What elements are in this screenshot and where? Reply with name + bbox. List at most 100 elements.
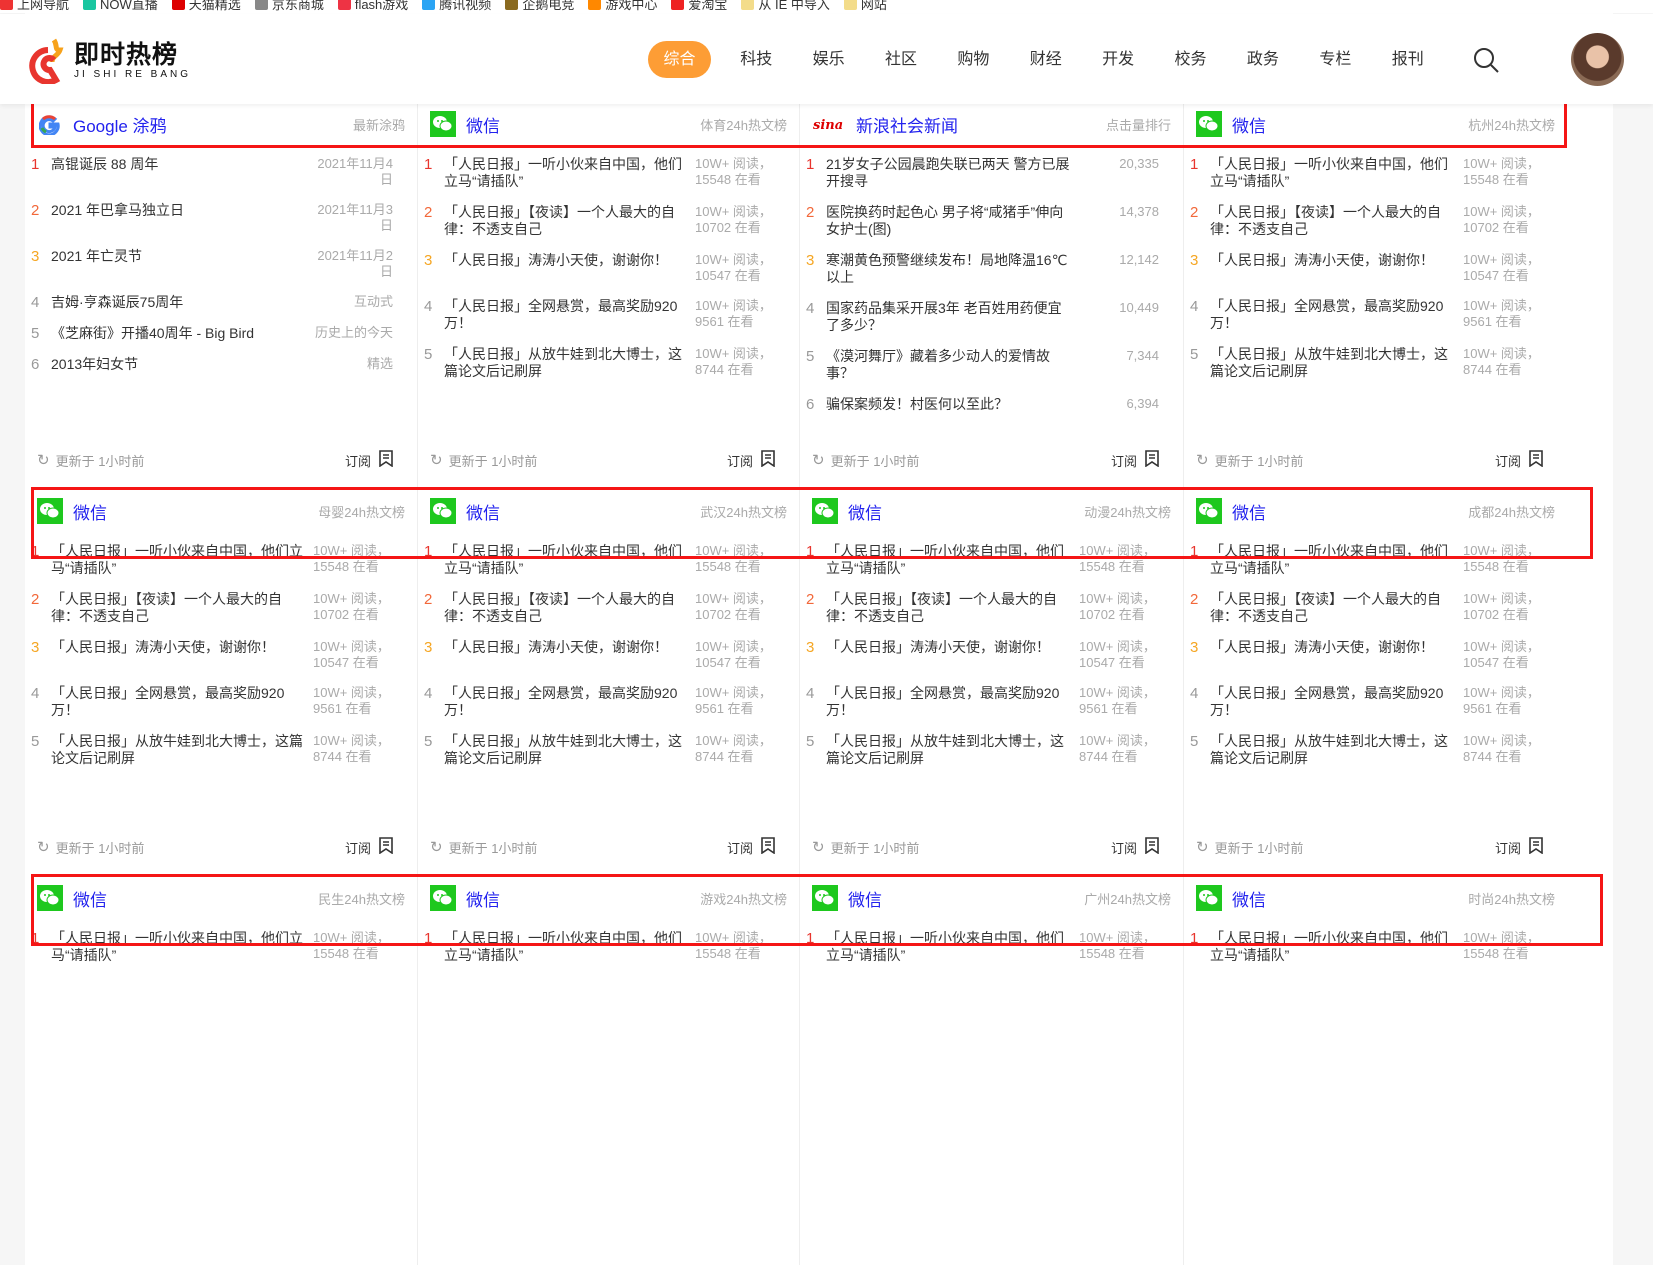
list-item[interactable]: 3 「人民日报」涛涛小天使，谢谢你！ 10W+ 阅读，10547 在看 bbox=[418, 252, 775, 284]
nav-item[interactable]: 专栏 bbox=[1319, 51, 1352, 68]
list-item[interactable]: 4 「人民日报」全网悬赏，最高奖励920万！ 10W+ 阅读，9561 在看 bbox=[1184, 298, 1543, 332]
bookmark-item[interactable]: 天猫精选 bbox=[171, 0, 241, 13]
item-title[interactable]: 国家药品集采开展3年 老百姓用药便宜了多少？ bbox=[826, 300, 1062, 333]
nav-item[interactable]: 政务 bbox=[1246, 51, 1279, 68]
list-item[interactable]: 2 医院换药时起色心 男子将“咸猪手”伸向女护士(图) 14,378 bbox=[800, 204, 1159, 238]
card-title[interactable]: Google 涂鸦 bbox=[73, 116, 167, 136]
card-header[interactable]: Google 涂鸦 最新涂鸦 bbox=[37, 104, 405, 144]
nav-item[interactable]: 社区 bbox=[884, 51, 917, 68]
list-item[interactable]: 1 「人民日报」一听小伙来自中国，他们立马“请插队” 10W+ 阅读，15548 在… bbox=[418, 156, 775, 190]
nav-item[interactable]: 科技 bbox=[740, 51, 773, 68]
item-title[interactable]: 「人民日报」全网悬赏，最高奖励920万！ bbox=[1210, 685, 1444, 718]
bookmark-icon[interactable] bbox=[761, 450, 775, 470]
item-title[interactable]: 吉姆·亨森诞辰75周年 bbox=[51, 294, 184, 310]
list-item[interactable]: 5 「人民日报」从放牛娃到北大博士，这篇论文后记刷屏 10W+ 阅读，8744 在看 bbox=[418, 733, 775, 767]
list-item[interactable]: 5 「人民日报」从放牛娃到北大博士，这篇论文后记刷屏 10W+ 阅读，8744 在看 bbox=[25, 733, 393, 767]
card-title[interactable]: 微信 bbox=[466, 503, 500, 523]
item-title[interactable]: 「人民日报」一听小伙来自中国，他们立马“请插队” bbox=[826, 930, 1064, 963]
list-item[interactable]: 1 「人民日报」一听小伙来自中国，他们立马“请插队” 10W+ 阅读，15548 在… bbox=[1184, 543, 1543, 577]
item-title[interactable]: 「人民日报」【夜读】一个人最大的自律：不透支自己 bbox=[1210, 204, 1441, 237]
item-title[interactable]: 2013年妇女节 bbox=[51, 356, 139, 372]
list-item[interactable]: 4 国家药品集采开展3年 老百姓用药便宜了多少？ 10,449 bbox=[800, 300, 1159, 334]
list-item[interactable]: 1 「人民日报」一听小伙来自中国，他们立马“请插队” 10W+ 阅读，15548 在… bbox=[800, 543, 1159, 577]
item-title[interactable]: 「人民日报」全网悬赏，最高奖励920万！ bbox=[444, 685, 678, 718]
item-title[interactable]: 21岁女子公园晨跑失联已两天 警方已展开搜寻 bbox=[826, 156, 1070, 189]
item-title[interactable]: 「人民日报」【夜读】一个人最大的自律：不透支自己 bbox=[826, 591, 1057, 624]
subscribe-button[interactable]: 订阅 bbox=[1110, 453, 1137, 469]
refresh-icon[interactable]: ↻ bbox=[37, 452, 50, 469]
card-title[interactable]: 微信 bbox=[73, 503, 107, 523]
card-header[interactable]: 微信 动漫24h热文榜 bbox=[812, 491, 1171, 531]
list-item[interactable]: 2 「人民日报」【夜读】一个人最大的自律：不透支自己 10W+ 阅读，10702 在… bbox=[25, 591, 393, 625]
card-title[interactable]: 新浪社会新闻 bbox=[856, 116, 958, 136]
subscribe-button[interactable]: 订阅 bbox=[726, 840, 753, 856]
list-item[interactable]: 5 《漠河舞厅》藏着多少动人的爱情故事？ 7,344 bbox=[800, 348, 1159, 382]
list-item[interactable]: 2 「人民日报」【夜读】一个人最大的自律：不透支自己 10W+ 阅读，10702 在… bbox=[1184, 591, 1543, 625]
item-title[interactable]: 「人民日报」从放牛娃到北大博士，这篇论文后记刷屏 bbox=[1210, 733, 1448, 766]
bookmark-item[interactable]: 游戏中心 bbox=[588, 0, 657, 13]
card-title[interactable]: 微信 bbox=[848, 890, 882, 910]
refresh-icon[interactable]: ↻ bbox=[430, 839, 443, 856]
card-title[interactable]: 微信 bbox=[466, 116, 500, 136]
card-header[interactable]: 微信 游戏24h热文榜 bbox=[430, 878, 787, 918]
list-item[interactable]: 2 「人民日报」【夜读】一个人最大的自律：不透支自己 10W+ 阅读，10702 在… bbox=[418, 204, 775, 238]
item-title[interactable]: 《芝麻街》开播40周年 - Big Bird bbox=[51, 325, 255, 341]
card-header[interactable]: 微信 民生24h热文榜 bbox=[37, 878, 405, 918]
item-title[interactable]: 高锟诞辰 88 周年 bbox=[51, 156, 159, 172]
item-title[interactable]: 「人民日报」涛涛小天使，谢谢你！ bbox=[826, 639, 1050, 655]
nav-item[interactable]: 娱乐 bbox=[812, 51, 845, 68]
refresh-icon[interactable]: ↻ bbox=[812, 839, 825, 856]
item-title[interactable]: 「人民日报」从放牛娃到北大博士，这篇论文后记刷屏 bbox=[444, 733, 682, 766]
item-title[interactable]: 「人民日报」一听小伙来自中国，他们立马“请插队” bbox=[1210, 930, 1448, 963]
list-item[interactable]: 1 「人民日报」一听小伙来自中国，他们立马“请插队” 10W+ 阅读，15548 在… bbox=[25, 543, 393, 577]
bookmark-item[interactable]: 京东商城 bbox=[254, 0, 324, 13]
card-title[interactable]: 微信 bbox=[848, 503, 882, 523]
list-item[interactable]: 5 「人民日报」从放牛娃到北大博士，这篇论文后记刷屏 10W+ 阅读，8744 在看 bbox=[1184, 346, 1543, 380]
item-title[interactable]: 「人民日报」全网悬赏，最高奖励920万！ bbox=[826, 685, 1060, 718]
bookmark-item[interactable]: 网站 bbox=[843, 0, 887, 13]
card-title[interactable]: 微信 bbox=[466, 890, 500, 910]
list-item[interactable]: 4 吉姆·亨森诞辰75周年 互动式 bbox=[25, 294, 393, 311]
nav-item[interactable]: 校务 bbox=[1174, 51, 1207, 68]
list-item[interactable]: 1 「人民日报」一听小伙来自中国，他们立马“请插队” 10W+ 阅读，15548 在… bbox=[1184, 930, 1543, 964]
list-item[interactable]: 5 「人民日报」从放牛娃到北大博士，这篇论文后记刷屏 10W+ 阅读，8744 在看 bbox=[1184, 733, 1543, 767]
item-title[interactable]: 「人民日报」从放牛娃到北大博士，这篇论文后记刷屏 bbox=[1210, 346, 1448, 379]
list-item[interactable]: 6 2013年妇女节 精选 bbox=[25, 356, 393, 373]
list-item[interactable]: 2 2021 年巴拿马独立日 2021年11月3日 bbox=[25, 202, 393, 234]
refresh-icon[interactable]: ↻ bbox=[1196, 452, 1209, 469]
list-item[interactable]: 1 21岁女子公园晨跑失联已两天 警方已展开搜寻 20,335 bbox=[800, 156, 1159, 190]
avatar[interactable] bbox=[1571, 33, 1624, 86]
card-title[interactable]: 微信 bbox=[1232, 116, 1266, 136]
item-title[interactable]: 「人民日报」一听小伙来自中国，他们立马“请插队” bbox=[51, 930, 303, 963]
card-header[interactable]: 微信 武汉24h热文榜 bbox=[430, 491, 787, 531]
item-title[interactable]: 「人民日报」一听小伙来自中国，他们立马“请插队” bbox=[1210, 543, 1448, 576]
subscribe-button[interactable]: 订阅 bbox=[344, 453, 371, 469]
list-item[interactable]: 4 「人民日报」全网悬赏，最高奖励920万！ 10W+ 阅读，9561 在看 bbox=[25, 685, 393, 719]
card-header[interactable]: 微信 时尚24h热文榜 bbox=[1196, 878, 1555, 918]
card-header[interactable]: 微信 母婴24h热文榜 bbox=[37, 491, 405, 531]
item-title[interactable]: 「人民日报」涛涛小天使，谢谢你！ bbox=[444, 252, 668, 268]
list-item[interactable]: 4 「人民日报」全网悬赏，最高奖励920万！ 10W+ 阅读，9561 在看 bbox=[800, 685, 1159, 719]
card-title[interactable]: 微信 bbox=[73, 890, 107, 910]
subscribe-button[interactable]: 订阅 bbox=[726, 453, 753, 469]
list-item[interactable]: 5 《芝麻街》开播40周年 - Big Bird 历史上的今天 bbox=[25, 325, 393, 342]
bookmark-item[interactable]: 爱淘宝 bbox=[671, 0, 727, 13]
bookmark-icon[interactable] bbox=[1145, 837, 1159, 857]
item-title[interactable]: 「人民日报」涛涛小天使，谢谢你！ bbox=[444, 639, 668, 655]
item-title[interactable]: 「人民日报」涛涛小天使，谢谢你！ bbox=[1210, 639, 1434, 655]
list-item[interactable]: 4 「人民日报」全网悬赏，最高奖励920万！ 10W+ 阅读，9561 在看 bbox=[1184, 685, 1543, 719]
item-title[interactable]: 「人民日报」【夜读】一个人最大的自律：不透支自己 bbox=[444, 204, 675, 237]
list-item[interactable]: 2 「人民日报」【夜读】一个人最大的自律：不透支自己 10W+ 阅读，10702 在… bbox=[800, 591, 1159, 625]
bookmark-item[interactable]: 腾讯视频 bbox=[422, 0, 491, 13]
item-title[interactable]: 「人民日报」涛涛小天使，谢谢你！ bbox=[51, 639, 275, 655]
card-header[interactable]: sina 新浪社会新闻 点击量排行 bbox=[812, 104, 1171, 144]
item-title[interactable]: 「人民日报」一听小伙来自中国，他们立马“请插队” bbox=[444, 930, 682, 963]
refresh-icon[interactable]: ↻ bbox=[430, 452, 443, 469]
card-header[interactable]: 微信 成都24h热文榜 bbox=[1196, 491, 1555, 531]
list-item[interactable]: 3 「人民日报」涛涛小天使，谢谢你！ 10W+ 阅读，10547 在看 bbox=[418, 639, 775, 671]
list-item[interactable]: 4 「人民日报」全网悬赏，最高奖励920万！ 10W+ 阅读，9561 在看 bbox=[418, 298, 775, 332]
item-title[interactable]: 「人民日报」全网悬赏，最高奖励920万！ bbox=[1210, 298, 1444, 331]
item-title[interactable]: 「人民日报」【夜读】一个人最大的自律：不透支自己 bbox=[51, 591, 282, 624]
list-item[interactable]: 5 「人民日报」从放牛娃到北大博士，这篇论文后记刷屏 10W+ 阅读，8744 在看 bbox=[418, 346, 775, 380]
search-icon[interactable] bbox=[1472, 46, 1500, 74]
